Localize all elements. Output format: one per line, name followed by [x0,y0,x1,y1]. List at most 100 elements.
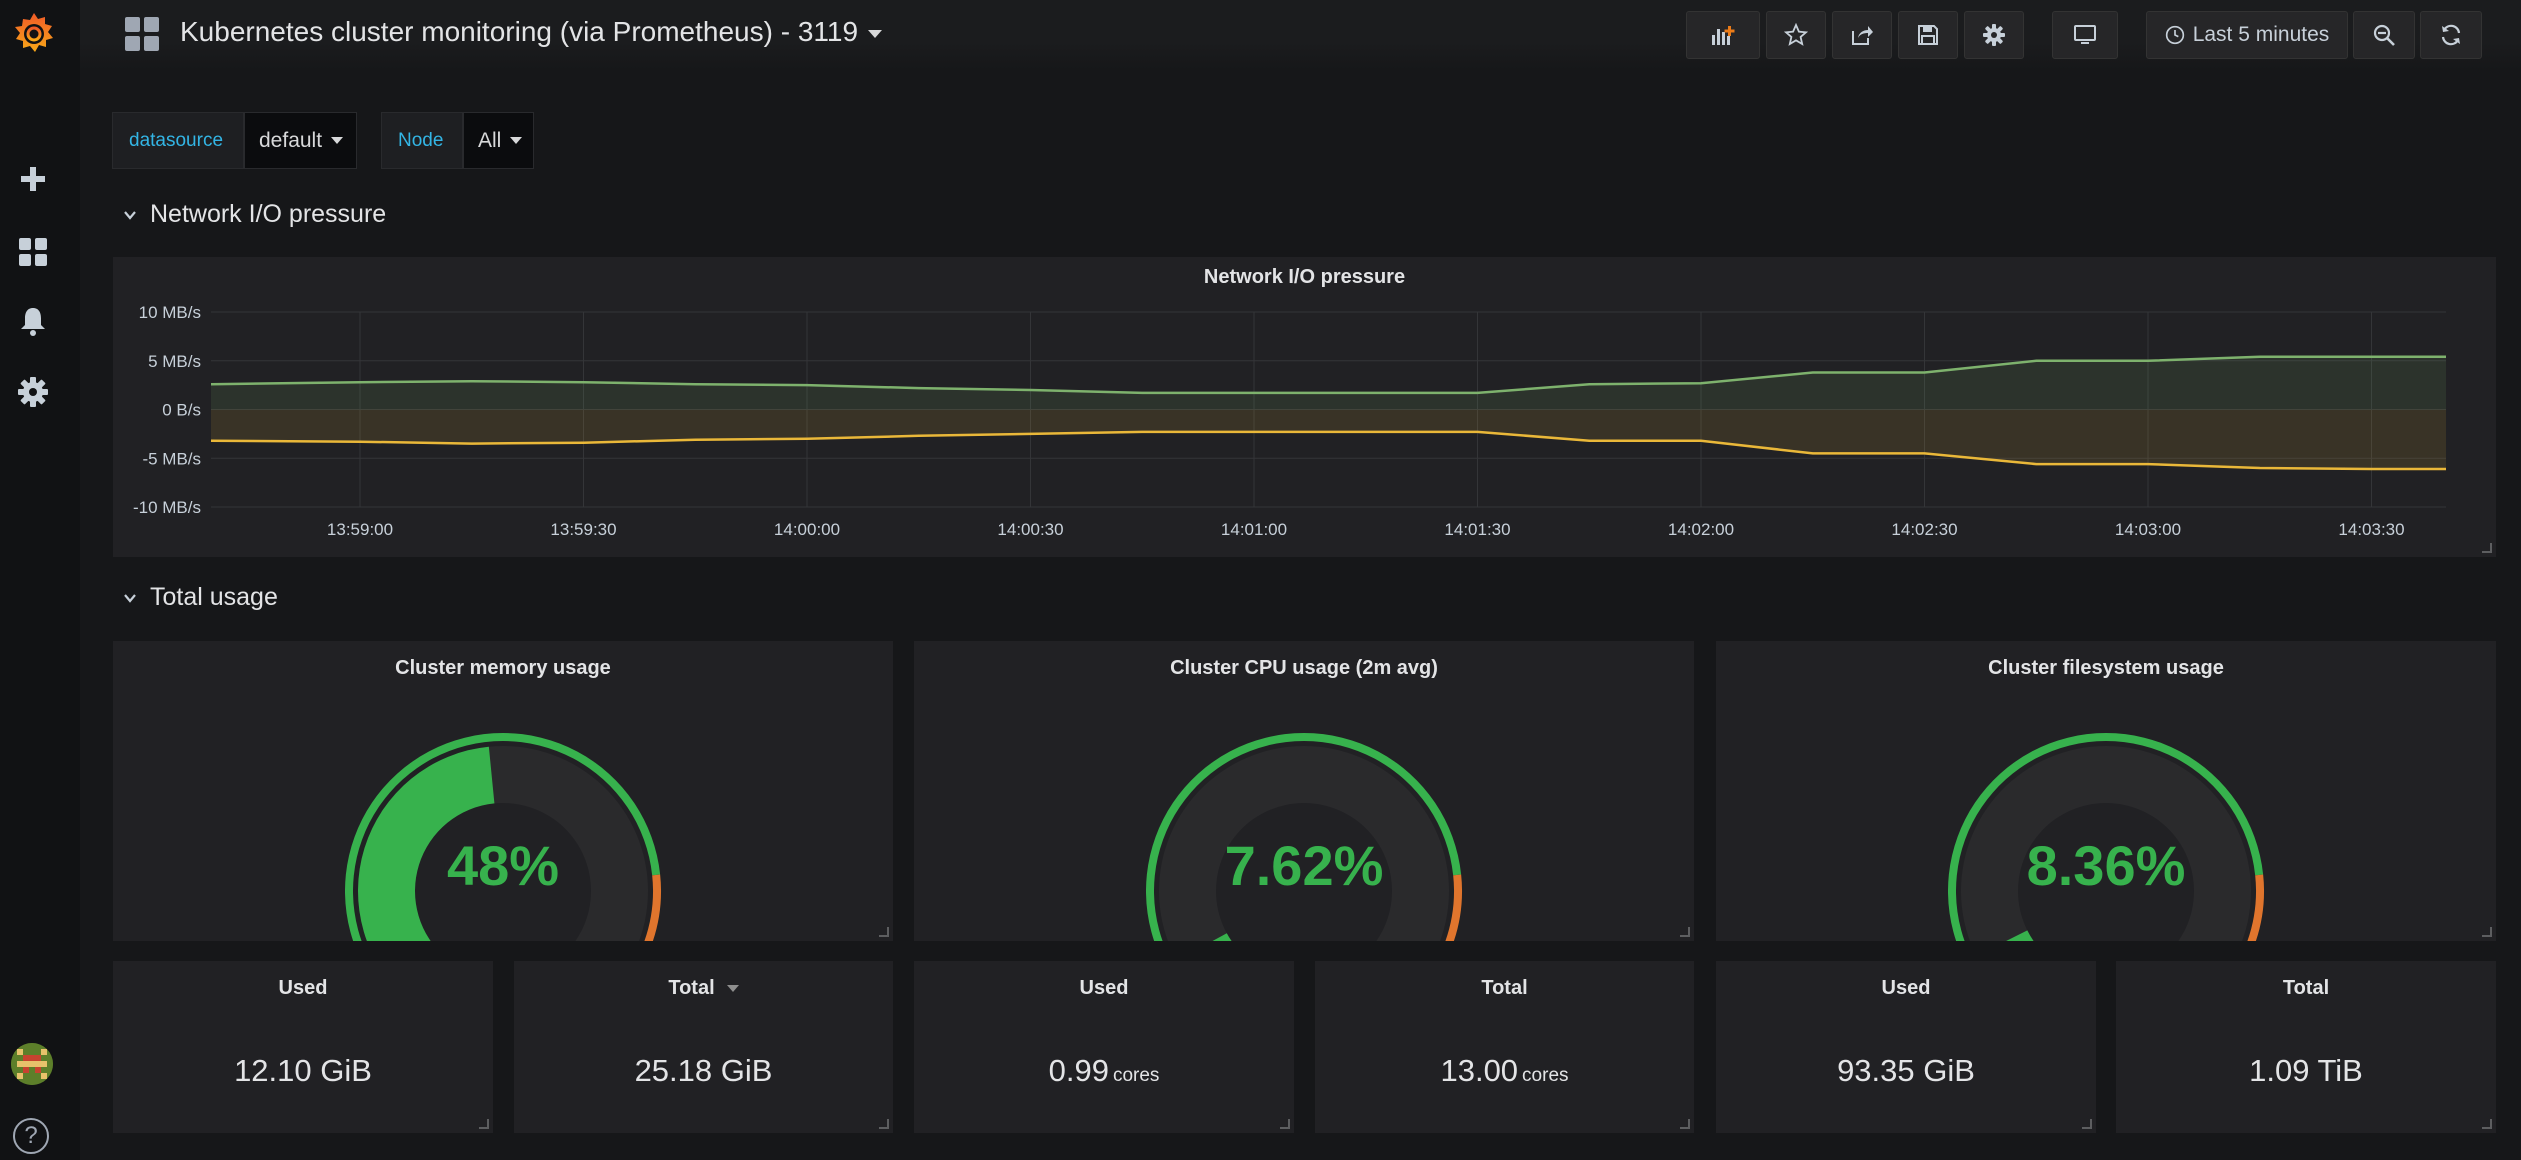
create-plus-icon[interactable] [10,156,56,202]
network-io-chart: 10 MB/s 5 MB/s 0 B/s -5 MB/s -10 MB/s 13:59:0… [133,303,2446,539]
y-tick-label: 5 MB/s [148,352,201,371]
chevron-down-icon [510,137,523,144]
series-1-area [211,409,2446,469]
panel-title[interactable]: Cluster filesystem usage [1988,657,2224,679]
stat-unit: cores [1112,1065,1160,1086]
help-icon[interactable]: ? [13,1118,49,1154]
user-avatar[interactable] [11,1043,53,1085]
stat-number: 93.35 GiB [1837,1053,1975,1088]
panel-title[interactable]: Used [1079,977,1129,999]
gauge-panel-memory: Cluster memory usage 48% [113,641,893,941]
panel-title-text: Total [668,977,715,999]
x-tick-label: 13:59:30 [550,520,616,539]
variable-value-node: All [478,128,502,152]
chevron-down-icon [124,593,136,603]
row-title-total-usage: Total usage [150,583,278,611]
dashboard-settings-button[interactable] [1964,11,2024,59]
add-panel-icon [1712,26,1735,45]
stat-panel-filesystem-used: Used 93.35 GiB [1716,961,2096,1133]
gauge-fill [2006,930,2034,941]
gauge-panel-filesystem: Cluster filesystem usage 8.36% [1716,641,2496,941]
monitor-icon [2074,25,2096,44]
resize-handle[interactable] [479,1119,489,1129]
stat-number: 12.10 GiB [234,1053,372,1088]
stat-number: 1.09 TiB [2249,1053,2363,1088]
dashboard-title[interactable]: Kubernetes cluster monitoring (via Prome… [180,16,883,48]
configuration-gear-icon[interactable] [10,369,56,415]
y-tick-label: -5 MB/s [142,449,201,468]
series-0-line [210,355,2446,395]
stat-value: 1.09 TiB [2116,1053,2496,1089]
side-menu: ? [0,0,80,1160]
variable-select-node[interactable]: All [463,112,534,169]
zoom-out-icon [2373,24,2395,46]
resize-handle[interactable] [1680,927,1690,937]
resize-handle[interactable] [1680,1119,1690,1129]
panel-title[interactable]: Used [1881,977,1931,999]
x-tick-label: 14:00:00 [774,520,840,539]
stat-panel-cpu-used: Used 0.99 cores [914,961,1294,1133]
save-icon [1918,25,1938,45]
network-io-panel: Network I/O pressure 10 MB/s 5 MB/s 0 B/s -… [113,257,2496,557]
panel-title[interactable]: Total [2282,977,2330,999]
stat-unit: cores [1522,1065,1569,1086]
save-dashboard-button[interactable] [1898,11,1958,59]
chevron-down-icon [124,210,136,220]
stat-value: 93.35 GiB [1716,1053,2096,1089]
gear-icon [1983,24,2005,46]
panel-title[interactable]: Network I/O pressure [1203,266,1406,288]
panel-title[interactable]: Total [514,977,893,1000]
panel-title[interactable]: Used [278,977,328,999]
tv-mode-button[interactable] [2052,11,2118,59]
stat-number: 0.99 [1048,1053,1109,1088]
y-tick-label: -10 MB/s [133,498,201,517]
resize-handle[interactable] [2482,1119,2492,1129]
x-tick-label: 13:59:00 [327,520,393,539]
threshold-band-orange [1445,874,1462,941]
panel-title[interactable]: Cluster memory usage [395,657,611,679]
row-total-usage[interactable]: Total usage [122,583,278,612]
resize-handle[interactable] [879,927,889,937]
resize-handle[interactable] [2482,927,2492,937]
gauge-panel-cpu: Cluster CPU usage (2m avg) 7.62% [914,641,1694,941]
panel-title[interactable]: Cluster CPU usage (2m avg) [1170,657,1438,679]
share-dashboard-button[interactable] [1832,11,1892,59]
variable-label-node: Node [381,112,463,169]
row-network-io[interactable]: Network I/O pressure [122,200,386,229]
gauge-value: 7.62% [1225,834,1384,897]
variable-value-datasource: default [259,128,323,152]
stat-panel-filesystem-total: Total 1.09 TiB [2116,961,2496,1133]
x-tick-label: 14:03:00 [2115,520,2181,539]
resize-handle[interactable] [2082,1119,2092,1129]
panel-title[interactable]: Total [1481,977,1528,999]
zoom-out-button[interactable] [2353,11,2415,59]
gauge-value: 48% [447,834,559,897]
clock-icon [2165,25,2184,45]
star-dashboard-button[interactable] [1766,11,1826,59]
variable-label-datasource: datasource [112,112,244,169]
stat-value: 25.18 GiB [514,1053,893,1089]
resize-handle[interactable] [1280,1119,1290,1129]
time-picker-button[interactable]: Last 5 minutes [2146,11,2348,59]
dashboards-icon[interactable] [10,229,56,275]
series-0-area [211,356,2446,410]
grafana-logo-icon[interactable] [10,10,58,58]
add-panel-button[interactable] [1686,11,1760,59]
x-tick-label: 14:00:30 [997,520,1063,539]
stat-value: 0.99 cores [914,1053,1294,1089]
dashboard-title-text: Kubernetes cluster monitoring (via Prome… [180,16,859,47]
variable-select-datasource[interactable]: default [244,112,357,169]
resize-handle[interactable] [2482,543,2492,553]
y-tick-label: 10 MB/s [139,303,201,322]
threshold-band-orange [2247,874,2264,941]
refresh-button[interactable] [2420,11,2482,59]
alerting-bell-icon[interactable] [10,298,56,344]
refresh-icon [2441,24,2461,46]
threshold-band-orange [644,874,661,941]
stat-panel-cpu-total: Total 13.00 cores [1315,961,1694,1133]
chevron-down-icon [331,137,344,144]
dashboard-grid-icon [124,16,160,52]
resize-handle[interactable] [879,1119,889,1129]
x-tick-label: 14:01:30 [1444,520,1510,539]
memory-gauge: 48% [345,733,661,941]
